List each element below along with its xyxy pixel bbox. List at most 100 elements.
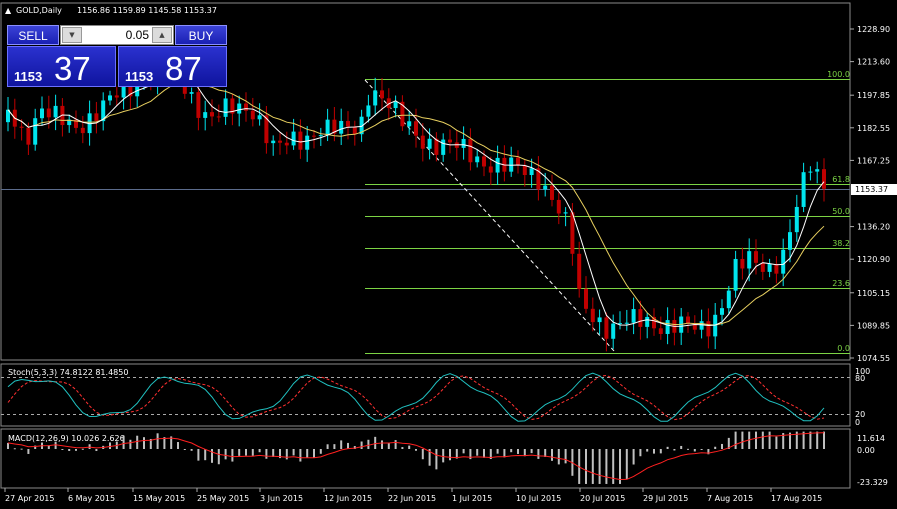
macd-bar bbox=[217, 449, 220, 465]
fib-level-label: 100.0 bbox=[827, 70, 850, 79]
candle-body bbox=[794, 206, 799, 233]
macd-bar bbox=[653, 449, 655, 454]
macd-bar bbox=[75, 449, 77, 451]
candle-body bbox=[468, 138, 473, 163]
macd-bar bbox=[714, 446, 717, 449]
macd-bar bbox=[721, 443, 723, 449]
candle-body bbox=[114, 95, 119, 98]
candle-body bbox=[434, 138, 439, 155]
macd-bar bbox=[129, 439, 132, 449]
macd-bar bbox=[34, 445, 37, 449]
time-axis-label: 7 Aug 2015 bbox=[707, 494, 753, 503]
candle-body bbox=[658, 328, 663, 334]
candle-body bbox=[815, 169, 820, 172]
stoch-tick: 20 bbox=[855, 410, 865, 419]
price-axis-tick-label: 1213.60 bbox=[857, 58, 890, 67]
candle-body bbox=[488, 166, 493, 173]
candle-body bbox=[624, 322, 629, 324]
candle-body bbox=[46, 108, 51, 118]
chevron-up-icon[interactable]: ▲ bbox=[152, 27, 172, 43]
candle-body bbox=[6, 109, 10, 123]
macd-bar bbox=[122, 435, 125, 449]
candle-body bbox=[352, 126, 357, 135]
time-axis-label: 17 Aug 2015 bbox=[771, 494, 822, 503]
ohlc-label: 1156.86 1159.89 1145.58 1153.37 bbox=[77, 6, 217, 15]
macd-bar bbox=[585, 449, 587, 484]
candle-body bbox=[80, 127, 85, 134]
macd-bar bbox=[313, 449, 315, 458]
macd-bar bbox=[211, 449, 213, 463]
candle-body bbox=[740, 258, 745, 269]
macd-bar bbox=[530, 449, 533, 454]
candle-body bbox=[522, 165, 527, 176]
macd-bar bbox=[374, 436, 377, 449]
symbol-label: GOLD,Daily bbox=[16, 6, 62, 15]
candle-body bbox=[121, 80, 126, 98]
macd-bar bbox=[687, 448, 689, 450]
candle-body bbox=[196, 92, 201, 118]
candle-body bbox=[441, 139, 446, 155]
sell-button[interactable]: SELL bbox=[7, 25, 59, 45]
candle-body bbox=[407, 121, 412, 127]
macd-bar bbox=[326, 444, 329, 449]
macd-bar bbox=[816, 431, 819, 449]
macd-bar bbox=[333, 444, 336, 449]
candle-body bbox=[291, 131, 296, 146]
macd-bar bbox=[666, 446, 669, 449]
macd-bar bbox=[292, 449, 295, 456]
price-axis: 1228.90 1213.60 1197.85 1182.55 1167.25 1136.… bbox=[850, 25, 890, 363]
macd-bar bbox=[347, 442, 349, 449]
candle-body bbox=[754, 251, 758, 263]
candle-body bbox=[788, 232, 792, 250]
macd-bar bbox=[81, 448, 84, 450]
macd-tick: 0.00 bbox=[857, 446, 875, 455]
macd-bar bbox=[455, 449, 458, 459]
candle-body bbox=[638, 309, 643, 327]
candle-body bbox=[19, 126, 24, 128]
lot-size-value[interactable]: 0.05 bbox=[125, 28, 149, 42]
one-click-trading-panel: SELL ▼ 0.05 ▲ BUY 1153 37 1153 87 bbox=[7, 25, 227, 87]
macd-bar bbox=[775, 436, 778, 449]
macd-bar bbox=[782, 433, 785, 449]
macd-bar bbox=[394, 440, 397, 449]
macd-bar bbox=[544, 449, 547, 457]
buy-button[interactable]: BUY bbox=[175, 25, 227, 45]
macd-bar bbox=[469, 449, 472, 460]
candle-body bbox=[570, 212, 575, 254]
candle-body bbox=[509, 157, 514, 172]
chevron-down-icon[interactable]: ▼ bbox=[62, 27, 82, 43]
candle-body bbox=[590, 308, 595, 323]
macd-bar bbox=[537, 449, 540, 459]
fib-trend-line[interactable] bbox=[364, 79, 616, 353]
macd-bar bbox=[795, 431, 798, 449]
ask-price-box[interactable]: 1153 87 bbox=[118, 46, 227, 87]
candle-body bbox=[135, 83, 140, 97]
bid-price-box[interactable]: 1153 37 bbox=[7, 46, 116, 87]
macd-bar bbox=[489, 449, 492, 460]
candle-body bbox=[420, 135, 425, 149]
candle-body bbox=[244, 103, 248, 111]
macd-bar bbox=[612, 449, 615, 484]
lot-size-field[interactable]: ▼ 0.05 ▲ bbox=[60, 25, 174, 45]
candle-body bbox=[686, 316, 690, 324]
candle-body bbox=[257, 115, 262, 120]
fibonacci-retracement[interactable]: 100.0 61.8 50.0 38.2 23.6 0.0 bbox=[365, 70, 850, 354]
candle-body bbox=[339, 120, 344, 134]
candle-body bbox=[767, 263, 772, 272]
macd-bar bbox=[802, 431, 805, 449]
macd-bar bbox=[285, 449, 288, 460]
price-axis-tick-label: 1136.20 bbox=[857, 223, 890, 232]
time-axis-label: 3 Jun 2015 bbox=[260, 494, 303, 503]
candle-body bbox=[495, 157, 500, 173]
candle-body bbox=[822, 169, 826, 189]
macd-bar bbox=[523, 449, 526, 457]
macd-bar bbox=[428, 449, 431, 466]
candle-body bbox=[699, 321, 704, 330]
candle-body bbox=[808, 171, 813, 173]
candle-body bbox=[346, 120, 350, 127]
triangle-up-icon[interactable]: ▲ bbox=[5, 6, 12, 15]
price-axis-tick-label: 1105.15 bbox=[857, 289, 890, 298]
macd-bar bbox=[156, 433, 159, 449]
candle-body bbox=[781, 249, 786, 274]
